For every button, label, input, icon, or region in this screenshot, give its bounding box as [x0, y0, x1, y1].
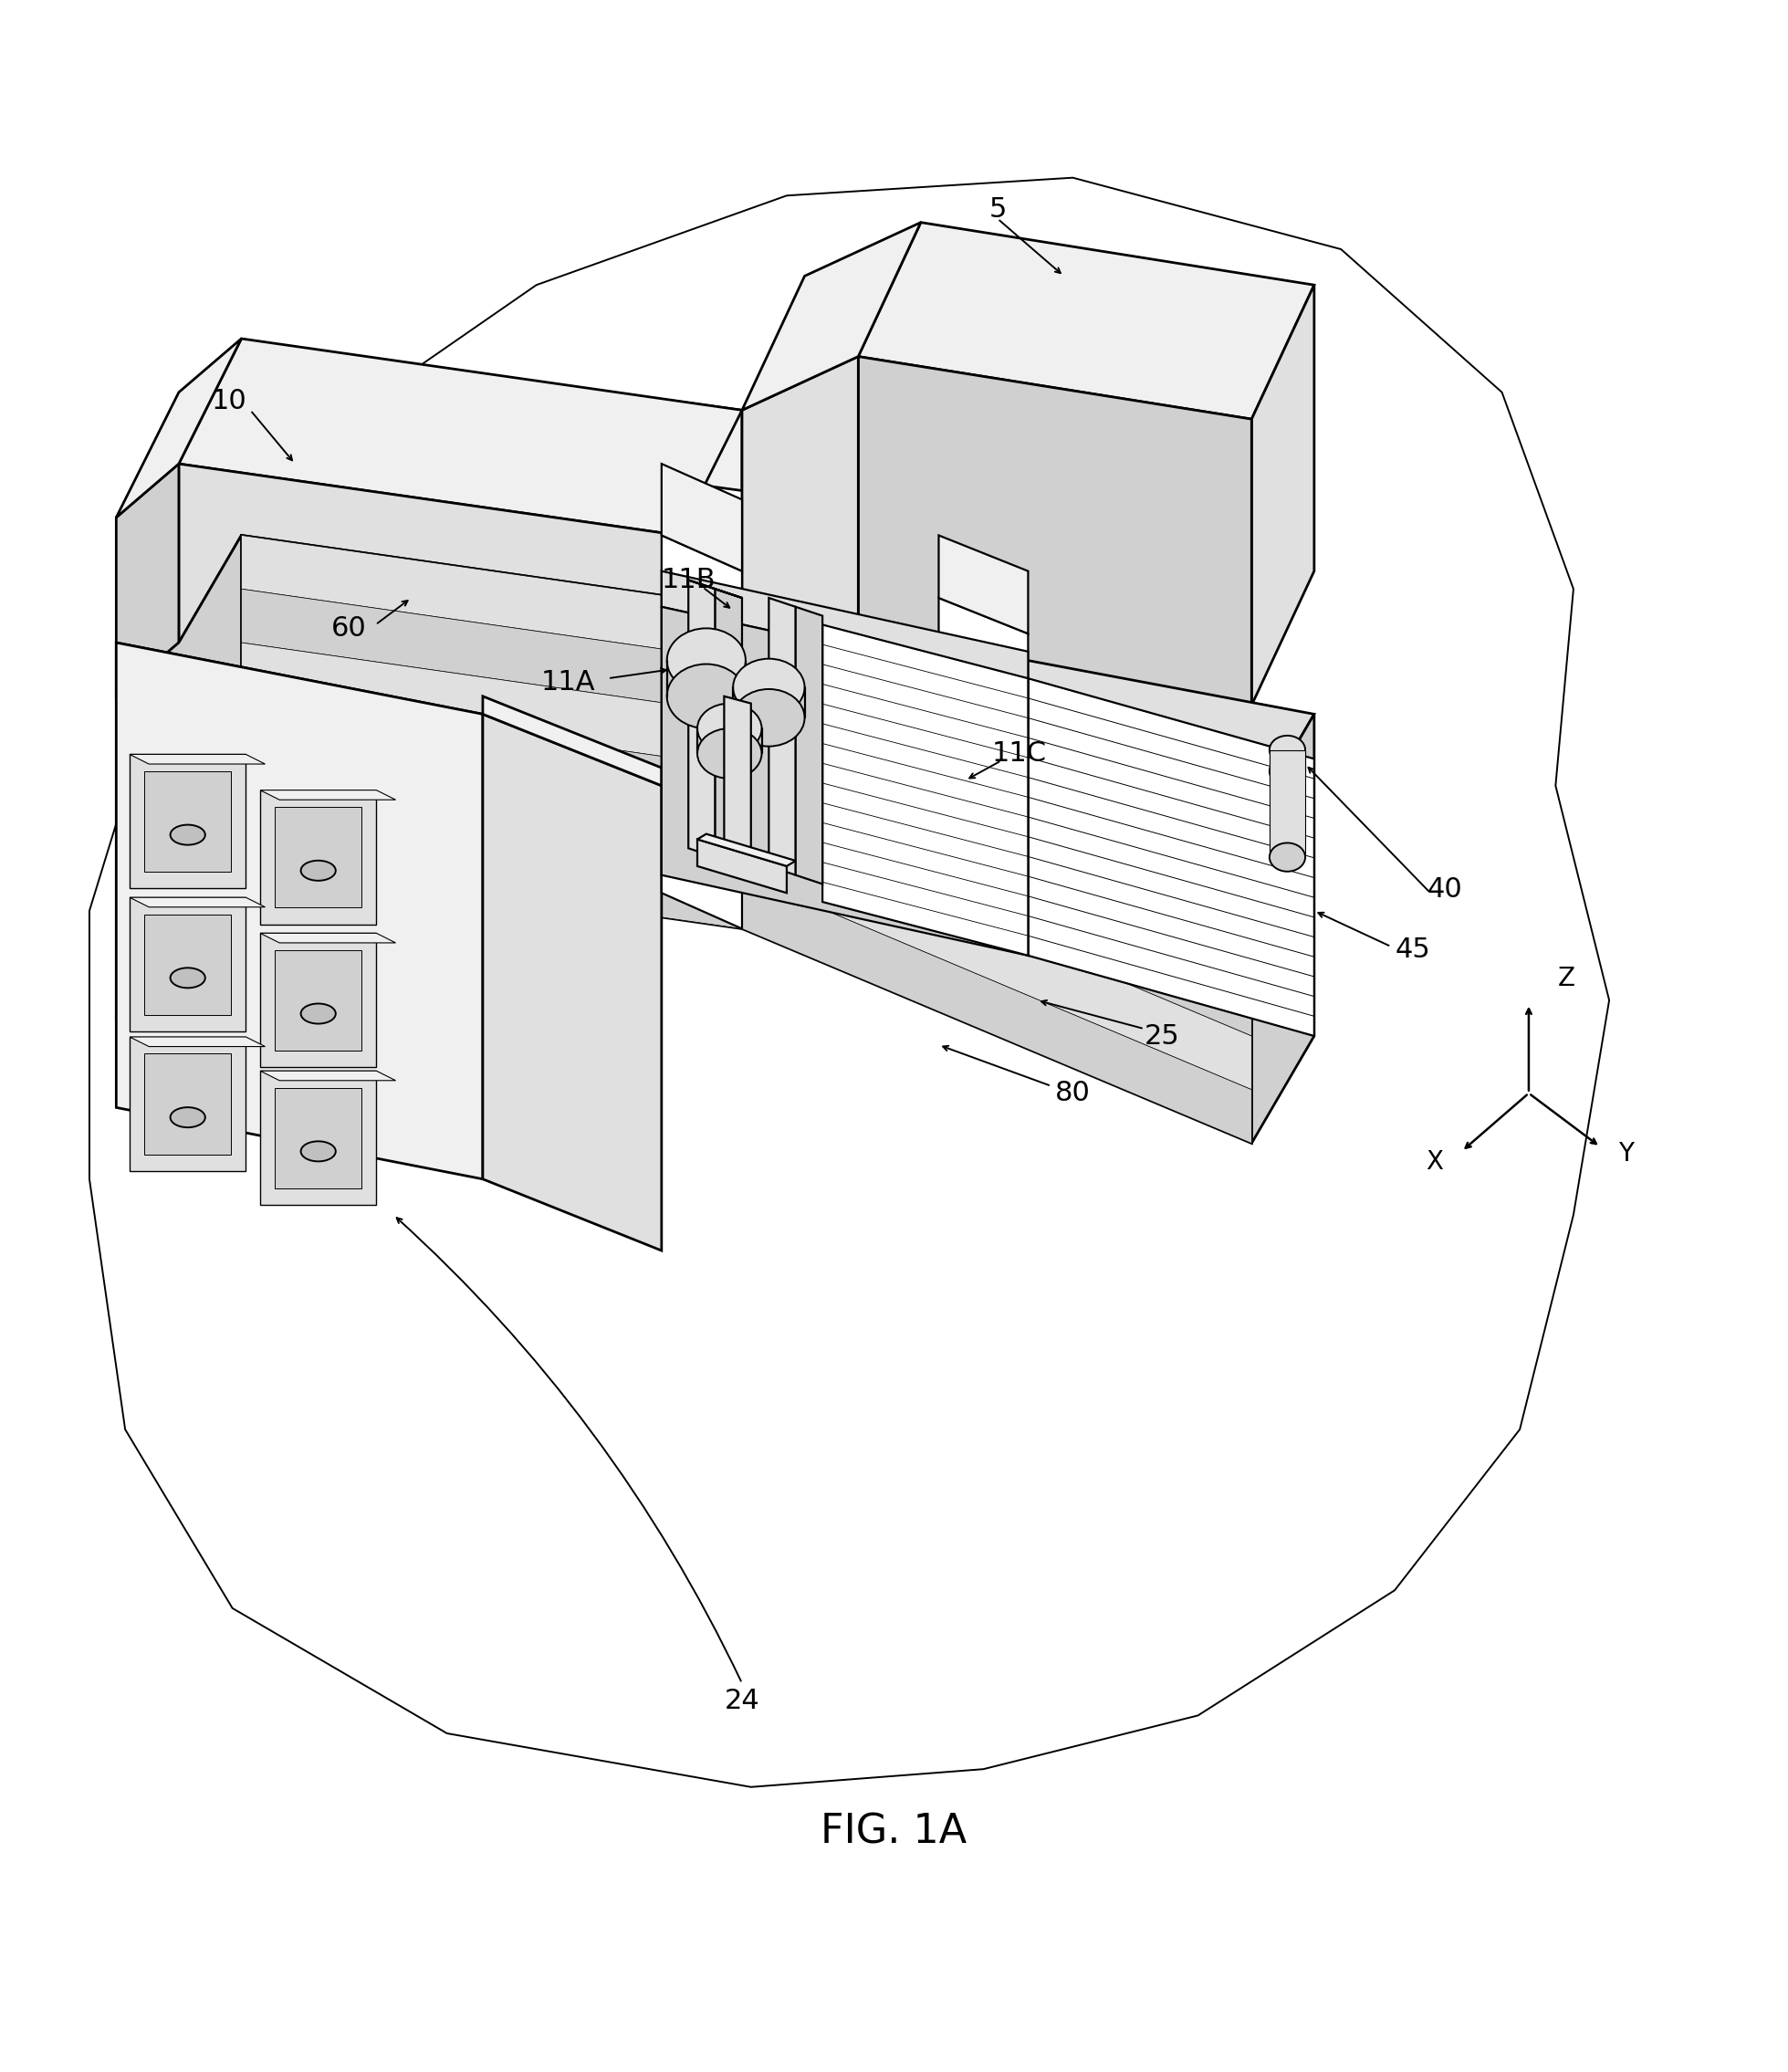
Polygon shape — [129, 1036, 247, 1171]
Polygon shape — [259, 1071, 375, 1206]
Text: 80: 80 — [1055, 1080, 1091, 1106]
Polygon shape — [483, 715, 662, 1251]
Polygon shape — [822, 626, 1028, 955]
Text: FIG. 1A: FIG. 1A — [821, 1813, 967, 1852]
Polygon shape — [145, 771, 231, 872]
Ellipse shape — [733, 690, 805, 746]
Ellipse shape — [697, 702, 762, 754]
Ellipse shape — [300, 1142, 336, 1162]
Polygon shape — [259, 789, 395, 800]
Polygon shape — [277, 348, 742, 491]
Ellipse shape — [300, 1003, 336, 1024]
Polygon shape — [259, 932, 375, 1067]
Text: 25: 25 — [1144, 1024, 1180, 1048]
Polygon shape — [1269, 750, 1305, 858]
Text: 11A: 11A — [542, 669, 595, 696]
Polygon shape — [275, 949, 361, 1051]
Ellipse shape — [1269, 736, 1305, 765]
Polygon shape — [241, 535, 742, 928]
Polygon shape — [179, 338, 742, 535]
Ellipse shape — [733, 659, 805, 717]
Polygon shape — [742, 607, 1252, 874]
Text: 5: 5 — [989, 197, 1007, 224]
Polygon shape — [724, 696, 751, 858]
Polygon shape — [241, 588, 742, 715]
Polygon shape — [742, 607, 1252, 1144]
Ellipse shape — [697, 729, 762, 779]
Polygon shape — [259, 1071, 395, 1080]
Polygon shape — [116, 642, 483, 769]
Ellipse shape — [667, 628, 746, 692]
Text: 10: 10 — [211, 387, 247, 414]
Text: 24: 24 — [724, 1689, 760, 1714]
Polygon shape — [116, 464, 179, 696]
Polygon shape — [662, 535, 742, 928]
Polygon shape — [129, 897, 247, 1032]
Polygon shape — [275, 1088, 361, 1187]
Ellipse shape — [1269, 756, 1305, 785]
Polygon shape — [89, 178, 1609, 1786]
Polygon shape — [796, 607, 822, 885]
Polygon shape — [116, 642, 483, 1179]
Polygon shape — [1252, 286, 1314, 704]
Ellipse shape — [300, 860, 336, 881]
Polygon shape — [241, 696, 742, 821]
Polygon shape — [241, 750, 742, 874]
Text: 11C: 11C — [992, 740, 1046, 767]
Text: X: X — [1425, 1150, 1443, 1175]
Text: 40: 40 — [1427, 876, 1463, 903]
Polygon shape — [259, 932, 395, 943]
Ellipse shape — [170, 825, 206, 845]
Ellipse shape — [1269, 843, 1305, 872]
Ellipse shape — [170, 1106, 206, 1127]
Polygon shape — [179, 464, 679, 715]
Polygon shape — [662, 464, 742, 572]
Polygon shape — [241, 535, 742, 661]
Polygon shape — [259, 789, 375, 924]
Polygon shape — [858, 356, 1252, 704]
Polygon shape — [742, 874, 1252, 1144]
Text: Y: Y — [1618, 1142, 1634, 1167]
Polygon shape — [742, 769, 1252, 1036]
Polygon shape — [241, 804, 742, 928]
Polygon shape — [769, 599, 796, 874]
Polygon shape — [715, 588, 742, 866]
Polygon shape — [179, 535, 1314, 821]
Polygon shape — [662, 572, 1028, 688]
Polygon shape — [129, 754, 247, 889]
Polygon shape — [688, 580, 742, 599]
Polygon shape — [275, 806, 361, 908]
Polygon shape — [116, 535, 241, 1017]
Polygon shape — [129, 754, 265, 765]
Polygon shape — [697, 833, 796, 866]
Polygon shape — [145, 914, 231, 1015]
Polygon shape — [483, 696, 662, 785]
Polygon shape — [742, 821, 1252, 1090]
Polygon shape — [858, 222, 1314, 419]
Polygon shape — [939, 599, 1028, 955]
Polygon shape — [662, 607, 1028, 955]
Polygon shape — [742, 661, 1252, 928]
Text: Z: Z — [1557, 966, 1575, 990]
Polygon shape — [697, 839, 787, 893]
Polygon shape — [742, 715, 1252, 982]
Polygon shape — [241, 642, 742, 769]
Text: 45: 45 — [1395, 937, 1430, 963]
Polygon shape — [129, 897, 265, 908]
Polygon shape — [742, 222, 921, 410]
Ellipse shape — [667, 663, 746, 729]
Ellipse shape — [170, 968, 206, 988]
Text: 11B: 11B — [662, 568, 715, 593]
Polygon shape — [145, 1055, 231, 1154]
Polygon shape — [939, 535, 1028, 634]
Polygon shape — [1028, 678, 1314, 1036]
Polygon shape — [742, 356, 858, 696]
Polygon shape — [1252, 715, 1314, 1144]
Text: 60: 60 — [331, 615, 367, 642]
Polygon shape — [688, 580, 715, 858]
Polygon shape — [116, 338, 241, 518]
Polygon shape — [129, 1036, 265, 1046]
